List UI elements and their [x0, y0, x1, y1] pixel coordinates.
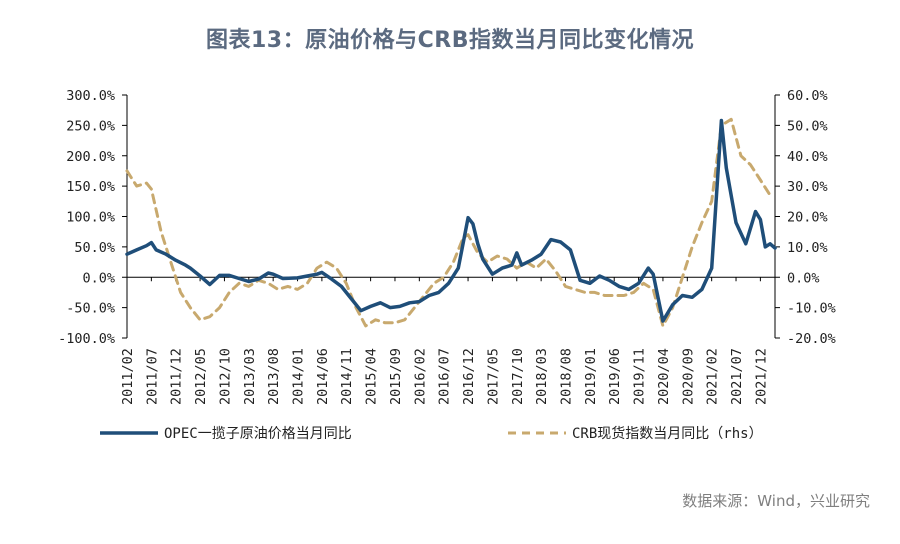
- right-tick-label: 20.0%: [787, 210, 828, 226]
- right-tick-label: 60.0%: [787, 88, 828, 104]
- x-tick-label: 2015/04: [364, 348, 380, 405]
- right-y-axis-labels: 60.0% 50.0% 40.0% 30.0% 20.0% 10.0% 0.0% -10.0%…: [787, 88, 836, 347]
- left-tick-label: -50.0%: [66, 301, 115, 317]
- x-tick-label: 2019/01: [583, 348, 599, 405]
- x-tick-label: 2019/11: [632, 348, 648, 405]
- x-tick-label: 2017/10: [510, 348, 526, 405]
- legend-label-oil: OPEC一揽子原油价格当月同比: [164, 425, 352, 442]
- legend-label-crb: CRB现货指数当月同比（rhs）: [572, 425, 763, 442]
- left-tick-label: -100.0%: [58, 331, 115, 347]
- x-tick-label: 2021/07: [729, 348, 745, 405]
- right-tick-label: 50.0%: [787, 118, 828, 134]
- x-tick-label: 2012/10: [217, 348, 233, 405]
- x-tick-label: 2014/01: [291, 348, 307, 405]
- right-tick-label: 10.0%: [787, 240, 828, 256]
- x-tick-label: 2016/02: [412, 348, 428, 405]
- x-tick-label: 2016/12: [461, 348, 477, 405]
- x-tick-label: 2020/09: [680, 348, 696, 405]
- right-tick-label: 40.0%: [787, 149, 828, 165]
- x-tick-label: 2020/04: [656, 348, 672, 405]
- chart-axes: [122, 94, 780, 339]
- x-tick-label: 2017/05: [485, 348, 501, 405]
- x-tick-label: 2011/07: [144, 348, 160, 405]
- x-tick-label: 2011/02: [120, 348, 136, 405]
- series-lines: [125, 117, 777, 328]
- x-tick-label: 2014/11: [339, 348, 355, 405]
- left-tick-label: 100.0%: [66, 210, 115, 226]
- x-tick-label: 2021/02: [705, 348, 721, 405]
- x-tick-label: 2016/07: [437, 348, 453, 405]
- left-tick-label: 200.0%: [66, 149, 115, 165]
- x-tick-label: 2012/05: [193, 348, 209, 405]
- x-tick-label: 2018/03: [534, 348, 550, 405]
- left-tick-label: 150.0%: [66, 179, 115, 195]
- x-tick-label: 2018/08: [558, 348, 574, 405]
- x-tick-label: 2013/03: [242, 348, 258, 405]
- left-tick-label: 300.0%: [66, 88, 115, 104]
- right-tick-label: -20.0%: [787, 331, 836, 347]
- series-line-oil: [125, 118, 777, 323]
- x-tick-label: 2013/08: [266, 348, 282, 405]
- x-tick-label: 2021/12: [753, 348, 769, 405]
- x-tick-label: 2015/09: [388, 348, 404, 405]
- right-tick-label: 0.0%: [787, 270, 820, 286]
- left-tick-label: 250.0%: [66, 118, 115, 134]
- x-tick-label: 2014/06: [315, 348, 331, 405]
- x-tick-label: 2019/06: [607, 348, 623, 405]
- left-tick-label: 50.0%: [74, 240, 115, 256]
- x-tick-label: 2011/12: [169, 348, 185, 405]
- right-tick-label: 30.0%: [787, 179, 828, 195]
- chart-title: 图表13：原油价格与CRB指数当月同比变化情况: [206, 28, 694, 53]
- series-line-crb: [125, 117, 772, 328]
- chart-legend: OPEC一揽子原油价格当月同比 CRB现货指数当月同比（rhs）: [100, 425, 763, 442]
- x-axis-labels: 2011/02 2011/07 2011/12 2012/05 2012/10 2013/…: [120, 348, 769, 405]
- data-source: 数据来源：Wind，兴业研究: [682, 492, 870, 510]
- left-tick-label: 0.0%: [82, 270, 115, 286]
- right-tick-label: -10.0%: [787, 301, 836, 317]
- left-y-axis-labels: 300.0% 250.0% 200.0% 150.0% 100.0% 50.0% 0.0% -…: [58, 88, 115, 347]
